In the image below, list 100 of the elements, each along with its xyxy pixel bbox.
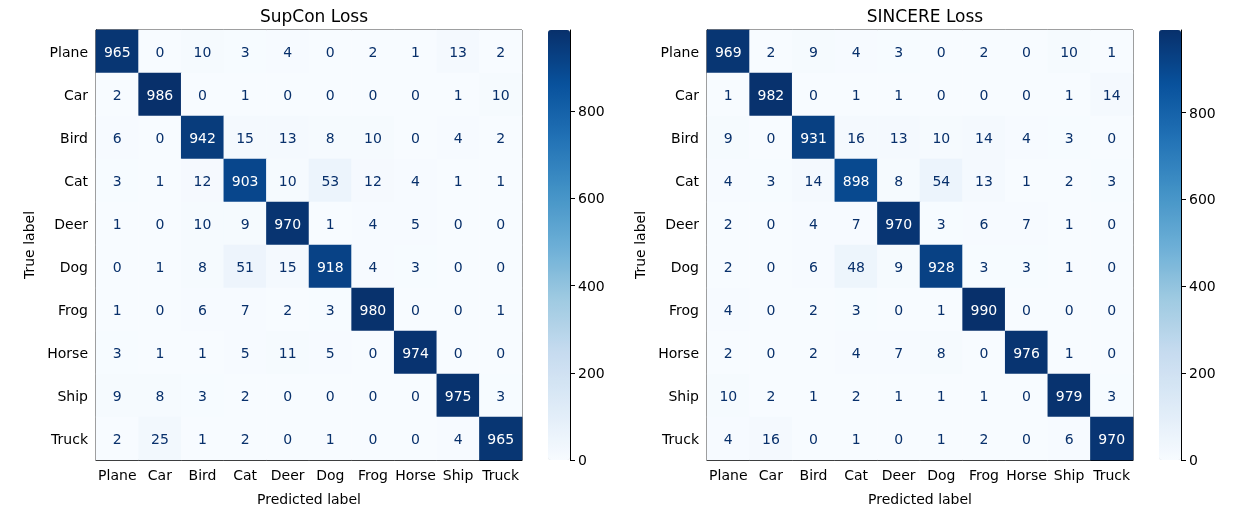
y-tick-label: Ship [668,387,700,404]
data-label: 2 [766,387,776,404]
data-label: 0 [1022,387,1031,404]
data-label: 1 [894,86,904,103]
y-tick-label: Horse [658,344,699,361]
data-label: 8 [325,129,335,146]
color-bar-label: 200 [1189,365,1216,382]
data-label: 0 [155,43,165,60]
data-label: 7 [240,301,250,318]
data-label: 9 [240,215,250,232]
data-label: 4 [809,215,819,232]
data-label: 0 [1022,430,1031,447]
data-label: 16 [847,129,866,146]
data-label: 0 [453,301,463,318]
chart-title: SupCon Loss [259,5,369,26]
data-label: 0 [411,430,420,447]
data-label: 1 [155,258,165,275]
data-label: 4 [453,430,463,447]
x-axis-title: Predicted label [867,491,973,507]
data-label: 0 [936,86,946,103]
data-label: 0 [453,215,463,232]
data-label: 0 [155,215,165,232]
data-label: 965 [103,43,131,60]
data-label: 1 [112,215,122,232]
data-label: 1 [240,86,250,103]
data-label: 1 [979,387,989,404]
data-label: 2 [496,43,506,60]
color-bar-label: 600 [578,190,605,207]
x-tick-label: Bird [188,467,217,483]
data-label: 0 [766,129,776,146]
data-label: 4 [851,43,861,60]
data-label: 0 [1107,344,1117,361]
data-label: 2 [723,344,733,361]
y-tick-label: Cat [675,172,700,189]
data-label: 0 [766,301,776,318]
data-label: 1 [1064,86,1074,103]
color-bar-label: 400 [578,277,605,294]
data-label: 0 [1107,129,1117,146]
data-label: 10 [363,129,382,146]
data-label: 0 [496,344,506,361]
data-label: 4 [411,172,421,189]
data-label: 1 [453,86,463,103]
color-bar-label: 0 [578,452,587,468]
data-label: 2 [240,430,250,447]
data-label: 0 [325,86,335,103]
color-bar-label: 400 [1189,278,1216,295]
data-label: 3 [411,258,420,275]
data-label: 4 [453,129,463,146]
data-label: 8 [198,258,207,275]
data-label: 1 [325,215,335,232]
data-label: 931 [800,129,827,146]
data-label: 0 [979,344,989,361]
data-label: 0 [766,344,776,361]
data-label: 0 [1107,215,1117,232]
y-tick-label: Plane [49,43,88,60]
data-label: 14 [974,129,993,146]
data-label: 0 [112,258,122,275]
x-tick-label: Plane [709,467,748,483]
data-label: 4 [368,215,378,232]
data-label: 2 [723,258,733,275]
data-label: 1 [1064,344,1074,361]
data-label: 1 [155,172,165,189]
x-tick-label: Plane [98,467,137,483]
data-label: 1 [198,430,207,447]
data-label: 1 [453,172,463,189]
data-label: 0 [809,430,818,447]
x-tick-label: Deer [881,467,916,483]
data-label: 0 [1022,301,1031,318]
x-tick-label: Car [147,467,173,483]
data-label: 5 [240,344,250,361]
data-label: 0 [198,86,207,103]
data-label: 974 [402,344,429,361]
data-label: 3 [325,301,335,318]
data-label: 976 [1013,344,1040,361]
x-tick-label: Truck [481,467,521,483]
data-label: 10 [932,129,951,146]
data-label: 9 [112,387,122,404]
y-tick-label: Car [674,86,700,103]
x-tick-label: Ship [442,467,474,483]
data-label: 11 [278,344,297,361]
data-label: 1 [809,387,818,404]
data-label: 6 [979,215,989,232]
x-tick-label: Deer [270,467,305,483]
data-label: 9 [894,258,904,275]
data-label: 0 [809,86,818,103]
data-label: 979 [1055,387,1083,404]
data-label: 2 [723,215,733,232]
data-label: 0 [1022,43,1031,60]
data-label: 6 [1064,430,1074,447]
data-label: 3 [894,43,904,60]
x-tick-label: Ship [1053,467,1085,483]
data-label: 3 [112,344,122,361]
data-label: 1 [936,430,946,447]
data-label: 1 [1064,258,1074,275]
data-label: 13 [974,172,993,189]
data-label: 928 [927,258,955,275]
data-label: 10 [193,215,212,232]
data-label: 2 [496,129,506,146]
data-label: 0 [496,215,506,232]
y-tick-label: Plane [660,43,699,60]
